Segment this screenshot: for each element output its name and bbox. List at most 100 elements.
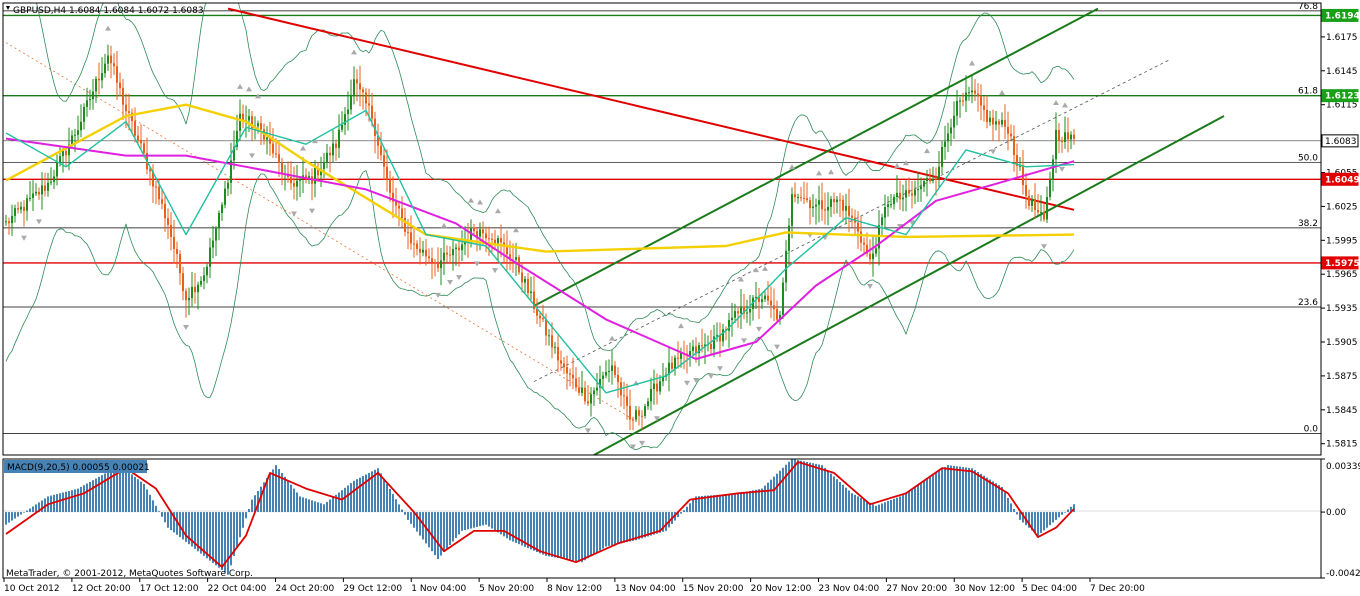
candle-body — [17, 208, 19, 210]
macd-bar — [659, 512, 661, 533]
macd-bar — [695, 496, 697, 513]
macd-bar — [512, 512, 514, 542]
macd-bar — [746, 491, 748, 513]
candle-body — [452, 249, 454, 256]
macd-bar — [860, 497, 862, 513]
candle-body — [737, 311, 739, 314]
candle-body — [488, 238, 490, 240]
candle-body — [191, 287, 193, 299]
macd-bar — [677, 512, 679, 518]
fractal-up-icon — [828, 169, 834, 175]
macd-bar — [608, 512, 610, 546]
candle-body — [404, 218, 406, 232]
macd-bar — [290, 484, 292, 513]
candle-body — [662, 376, 664, 382]
macd-bar — [287, 480, 289, 513]
candle-body — [581, 387, 583, 393]
candle-body — [710, 344, 712, 350]
main-frame — [2, 2, 1322, 456]
macd-bar — [668, 512, 670, 528]
candle-body — [851, 215, 853, 218]
candle-body — [692, 346, 694, 352]
fib-label-50.0: 50.0 — [1298, 153, 1318, 163]
macd-bar — [233, 512, 235, 556]
macd-bar — [77, 488, 79, 513]
price-tick-label: 1.5845 — [1326, 406, 1358, 416]
candle-body — [440, 260, 442, 269]
macd-bar — [449, 512, 451, 545]
macd-bar — [1016, 512, 1018, 515]
candle-body — [56, 162, 58, 177]
macd-bar — [830, 473, 832, 513]
fractal-up-icon — [816, 170, 822, 176]
macd-bar — [584, 512, 586, 561]
macd-bar — [158, 511, 160, 513]
macd-bar — [215, 512, 217, 566]
macd-bar — [17, 512, 19, 517]
macd-bar — [230, 512, 232, 566]
candle-body — [1073, 134, 1075, 139]
candle-body — [848, 205, 850, 216]
candle-body — [47, 182, 49, 191]
candle-body — [758, 296, 760, 303]
macd-bar — [551, 512, 553, 557]
candle-body — [782, 282, 784, 315]
price-tick-label: 1.6025 — [1326, 202, 1358, 212]
macd-bar — [347, 485, 349, 513]
fractal-down-icon — [21, 235, 27, 241]
macd-bar — [461, 512, 463, 531]
candle-body — [158, 186, 160, 200]
candle-body — [362, 89, 364, 93]
candle-body — [134, 121, 136, 136]
macd-bar — [509, 512, 511, 541]
candle-body — [1067, 132, 1069, 140]
macd-bar — [554, 512, 556, 558]
fib-label-61.8: 61.8 — [1298, 87, 1318, 97]
candle-body — [530, 291, 532, 294]
candle-body — [842, 199, 844, 211]
macd-bar — [851, 493, 853, 513]
candle-body — [1061, 140, 1063, 143]
macd-bar — [11, 512, 13, 521]
macd-bar — [617, 512, 619, 545]
macd-bar — [848, 490, 850, 513]
macd-bar — [623, 512, 625, 543]
fractal-up-icon — [468, 197, 474, 203]
macd-bar — [974, 470, 976, 513]
candle-body — [170, 224, 172, 237]
level-label-1.6049: 1.6049 — [1325, 175, 1360, 185]
macd-bar — [251, 499, 253, 513]
time-tick-label: 15 Nov 20:00 — [683, 584, 744, 594]
macd-bar — [188, 512, 190, 545]
candle-body — [80, 121, 82, 131]
macd-bar — [323, 504, 325, 513]
macd-bar — [59, 493, 61, 513]
macd-bar — [437, 512, 439, 560]
macd-bar — [566, 512, 568, 560]
macd-bar — [278, 469, 280, 513]
candle-body — [803, 197, 805, 199]
candle-body — [704, 344, 706, 347]
candle-body — [401, 208, 403, 219]
macd-bar — [164, 512, 166, 523]
candle-body — [92, 91, 94, 100]
candle-body — [800, 197, 802, 199]
candle-body — [644, 406, 646, 417]
macd-bar — [935, 472, 937, 513]
macd-bar — [221, 512, 223, 571]
candle-body — [1019, 165, 1021, 167]
macd-bar — [878, 504, 880, 513]
candle-body — [887, 204, 889, 208]
macd-bar — [923, 480, 925, 513]
level-box-1.5975 — [1321, 256, 1359, 270]
candle-body — [839, 199, 841, 201]
candle-body — [1031, 198, 1033, 206]
candle-body — [656, 383, 658, 392]
candle-body — [713, 336, 715, 350]
macd-bar — [500, 512, 502, 535]
candle-body — [380, 145, 382, 156]
macd-bar — [968, 467, 970, 513]
candle-body — [443, 252, 445, 261]
candle-body — [152, 171, 154, 187]
candle-body — [233, 146, 235, 161]
